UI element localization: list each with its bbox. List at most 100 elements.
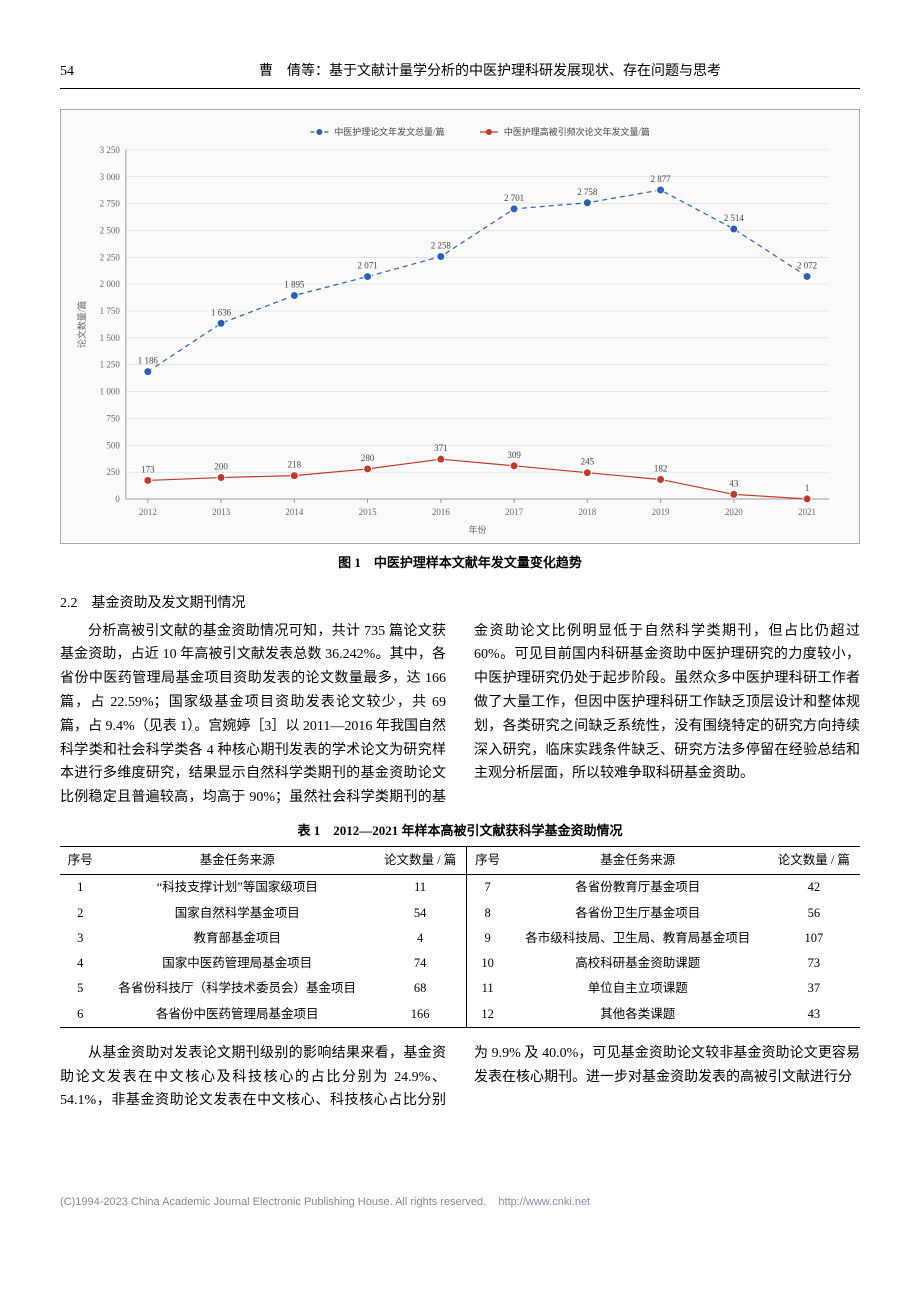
table-1: 序号 基金任务来源 论文数量 / 篇 序号 基金任务来源 论文数量 / 篇 1“… xyxy=(60,846,860,1028)
table-row: 2国家自然科学基金项目548各省份卫生厅基金项目56 xyxy=(60,901,860,926)
table-cell: 各市级科技局、卫生局、教育局基金项目 xyxy=(508,926,768,951)
table-cell: 国家中医药管理局基金项目 xyxy=(101,951,374,976)
table-cell: 37 xyxy=(768,976,860,1001)
running-title: 曹 倩等：基于文献计量学分析的中医护理科研发展现状、存在问题与思考 xyxy=(120,60,860,84)
svg-text:2015: 2015 xyxy=(359,507,377,517)
table-cell: 各省份科技厅（科学技术委员会）基金项目 xyxy=(101,976,374,1001)
page-footer: (C)1994-2023 China Academic Journal Elec… xyxy=(60,1193,860,1212)
svg-text:2016: 2016 xyxy=(432,507,450,517)
table-cell: 12 xyxy=(467,1002,508,1028)
svg-text:218: 218 xyxy=(288,459,302,469)
table-cell: 4 xyxy=(60,951,101,976)
th: 论文数量 / 篇 xyxy=(374,847,467,875)
svg-text:2 250: 2 250 xyxy=(100,252,121,262)
svg-text:200: 200 xyxy=(214,461,228,471)
table-row: 5各省份科技厅（科学技术委员会）基金项目6811单位自主立项课题37 xyxy=(60,976,860,1001)
table-cell: 教育部基金项目 xyxy=(101,926,374,951)
table-cell: 56 xyxy=(768,901,860,926)
table-cell: 4 xyxy=(374,926,467,951)
th: 论文数量 / 篇 xyxy=(768,847,860,875)
svg-text:2 072: 2 072 xyxy=(797,260,817,270)
table-cell: 5 xyxy=(60,976,101,1001)
table-cell: 高校科研基金资助课题 xyxy=(508,951,768,976)
svg-text:1 000: 1 000 xyxy=(100,386,121,396)
table-cell: 国家自然科学基金项目 xyxy=(101,901,374,926)
svg-text:182: 182 xyxy=(654,463,667,473)
paragraph: 分析高被引文献的基金资助情况可知，共计 735 篇论文获基金资助，占近 10 年… xyxy=(60,620,860,810)
svg-text:2021: 2021 xyxy=(798,507,816,517)
page-number: 54 xyxy=(60,60,120,84)
table-cell: 54 xyxy=(374,901,467,926)
th: 基金任务来源 xyxy=(101,847,374,875)
svg-text:2017: 2017 xyxy=(505,507,523,517)
table-cell: 11 xyxy=(467,976,508,1001)
table-cell: 9 xyxy=(467,926,508,951)
svg-text:2020: 2020 xyxy=(725,507,743,517)
svg-text:1: 1 xyxy=(805,483,809,493)
copyright-text: (C)1994-2023 China Academic Journal Elec… xyxy=(60,1196,486,1208)
svg-text:2012: 2012 xyxy=(139,507,157,517)
table-cell: 10 xyxy=(467,951,508,976)
table-row: 3教育部基金项目49各市级科技局、卫生局、教育局基金项目107 xyxy=(60,926,860,951)
table-row: 1“科技支撑计划”等国家级项目117各省份教育厅基金项目42 xyxy=(60,875,860,901)
svg-text:2 071: 2 071 xyxy=(357,260,377,270)
svg-text:2019: 2019 xyxy=(652,507,670,517)
table-cell: 各省份教育厅基金项目 xyxy=(508,875,768,901)
svg-text:280: 280 xyxy=(361,453,375,463)
th: 基金任务来源 xyxy=(508,847,768,875)
table-cell: 各省份卫生厅基金项目 xyxy=(508,901,768,926)
svg-text:371: 371 xyxy=(434,443,447,453)
svg-text:3 250: 3 250 xyxy=(100,145,121,155)
table-cell: 74 xyxy=(374,951,467,976)
svg-text:43: 43 xyxy=(729,478,738,488)
svg-text:2 000: 2 000 xyxy=(100,279,121,289)
paragraph: 从基金资助对发表论文期刊级别的影响结果来看，基金资助论文发表在中文核心及科技核心… xyxy=(60,1042,860,1113)
section-2-2-heading: 2.2 基金资助及发文期刊情况 xyxy=(60,592,860,616)
svg-text:1 895: 1 895 xyxy=(284,279,305,289)
svg-text:2 514: 2 514 xyxy=(724,213,745,223)
table-cell: 其他各类课题 xyxy=(508,1002,768,1028)
table-cell: 7 xyxy=(467,875,508,901)
svg-text:2014: 2014 xyxy=(285,507,303,517)
svg-text:2 877: 2 877 xyxy=(650,174,671,184)
table-cell: 2 xyxy=(60,901,101,926)
svg-text:1 500: 1 500 xyxy=(100,333,121,343)
svg-text:0: 0 xyxy=(115,494,120,504)
chart-svg: 02505007501 0001 2501 5001 7502 0002 250… xyxy=(71,120,849,539)
svg-text:309: 309 xyxy=(507,450,521,460)
svg-text:750: 750 xyxy=(106,413,120,423)
table-cell: 各省份中医药管理局基金项目 xyxy=(101,1002,374,1028)
svg-text:论文数量/篇: 论文数量/篇 xyxy=(76,301,87,348)
svg-text:中医护理高被引频次论文年发文量/篇: 中医护理高被引频次论文年发文量/篇 xyxy=(504,126,650,137)
table-1-caption: 表 1 2012—2021 年样本高被引文献获科学基金资助情况 xyxy=(60,820,860,842)
svg-text:2013: 2013 xyxy=(212,507,230,517)
table-row: 6各省份中医药管理局基金项目16612其他各类课题43 xyxy=(60,1002,860,1028)
svg-text:2 758: 2 758 xyxy=(577,187,598,197)
svg-text:中医护理论文年发文总量/篇: 中医护理论文年发文总量/篇 xyxy=(334,126,444,137)
th: 序号 xyxy=(467,847,508,875)
figure-1-chart: 02505007501 0001 2501 5001 7502 0002 250… xyxy=(60,109,860,544)
svg-text:245: 245 xyxy=(581,457,595,467)
table-cell: 1 xyxy=(60,875,101,901)
table-cell: 3 xyxy=(60,926,101,951)
table-cell: 单位自主立项课题 xyxy=(508,976,768,1001)
svg-text:2018: 2018 xyxy=(578,507,596,517)
body-text-1: 分析高被引文献的基金资助情况可知，共计 735 篇论文获基金资助，占近 10 年… xyxy=(60,620,860,810)
table-cell: 73 xyxy=(768,951,860,976)
figure-1-caption: 图 1 中医护理样本文献年发文量变化趋势 xyxy=(60,552,860,574)
table-cell: 8 xyxy=(467,901,508,926)
table-cell: 107 xyxy=(768,926,860,951)
table-row: 4国家中医药管理局基金项目7410高校科研基金资助课题73 xyxy=(60,951,860,976)
svg-text:2 750: 2 750 xyxy=(100,198,121,208)
table-cell: 68 xyxy=(374,976,467,1001)
table-cell: 42 xyxy=(768,875,860,901)
svg-text:3 000: 3 000 xyxy=(100,172,121,182)
running-header: 54 曹 倩等：基于文献计量学分析的中医护理科研发展现状、存在问题与思考 xyxy=(60,60,860,89)
svg-text:1 636: 1 636 xyxy=(211,307,232,317)
table-cell: 6 xyxy=(60,1002,101,1028)
svg-text:2 500: 2 500 xyxy=(100,225,121,235)
svg-text:173: 173 xyxy=(141,464,155,474)
table-cell: 43 xyxy=(768,1002,860,1028)
table-header-row: 序号 基金任务来源 论文数量 / 篇 序号 基金任务来源 论文数量 / 篇 xyxy=(60,847,860,875)
cnki-link[interactable]: http://www.cnki.net xyxy=(498,1196,590,1208)
